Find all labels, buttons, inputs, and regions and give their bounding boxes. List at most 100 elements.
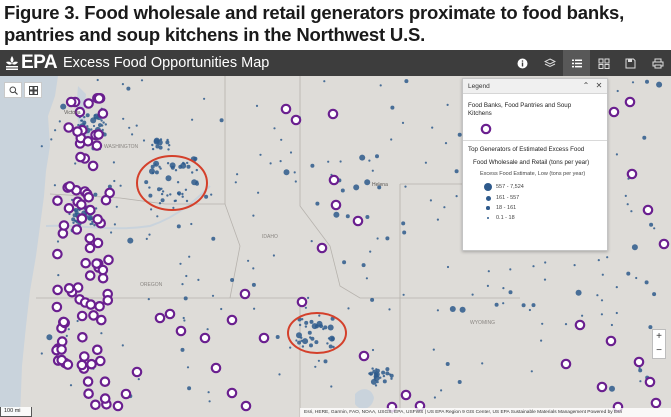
food-bank-point[interactable] [77,331,88,343]
generator-point[interactable] [310,336,315,341]
generator-point[interactable] [172,206,175,209]
generator-point[interactable] [615,311,618,315]
food-bank-point[interactable] [97,108,109,119]
generator-point[interactable] [369,250,372,253]
generator-point[interactable] [151,171,155,175]
generator-point[interactable] [170,165,175,170]
generator-point[interactable] [642,135,647,140]
generator-point[interactable] [184,188,188,191]
generator-point[interactable] [609,385,615,392]
generator-point[interactable] [251,282,256,287]
food-bank-point[interactable] [154,312,166,324]
food-bank-point[interactable] [93,129,104,140]
generator-point[interactable] [370,297,375,302]
generator-point[interactable] [119,184,122,187]
food-bank-point[interactable] [76,359,88,371]
generator-point[interactable] [304,325,308,328]
info-button[interactable] [509,50,536,76]
generator-point[interactable] [402,230,407,235]
map-view[interactable]: WASHINGTON OREGON IDAHO WYOMING Victoria… [0,76,671,417]
food-bank-point[interactable] [258,332,270,344]
generator-point[interactable] [131,133,134,136]
generator-point[interactable] [401,221,406,226]
food-bank-point[interactable] [92,237,104,249]
generator-point[interactable] [83,115,86,119]
generator-point[interactable] [60,103,67,110]
food-bank-point[interactable] [120,388,132,400]
generator-point[interactable] [53,184,57,187]
food-bank-point[interactable] [80,257,91,269]
generator-point[interactable] [309,336,312,339]
generator-point[interactable] [144,180,149,185]
generator-point[interactable] [432,348,435,351]
food-bank-point[interactable] [131,366,143,378]
generator-point[interactable] [310,240,313,243]
generator-point[interactable] [371,169,374,172]
generator-point[interactable] [148,186,151,189]
generator-point[interactable] [596,294,599,297]
epa-logo[interactable]: EPA [5,53,58,73]
food-bank-point[interactable] [95,355,106,367]
close-icon[interactable]: ✕ [595,81,603,90]
generator-point[interactable] [191,118,194,121]
generator-point[interactable] [211,294,215,297]
generator-point[interactable] [145,237,148,240]
generator-point[interactable] [158,145,163,150]
generator-point[interactable] [187,386,192,391]
generator-point[interactable] [279,160,282,163]
generator-point[interactable] [153,160,160,167]
generator-point[interactable] [502,287,505,290]
generator-point[interactable] [508,290,513,295]
generator-point[interactable] [80,119,84,122]
generator-point[interactable] [204,194,209,199]
generator-point[interactable] [57,274,60,277]
generator-point[interactable] [190,222,193,226]
generator-point[interactable] [153,138,160,145]
generator-point[interactable] [273,127,276,130]
food-bank-point[interactable] [97,264,109,276]
food-bank-point[interactable] [51,301,63,313]
generator-point[interactable] [102,121,105,124]
food-bank-point[interactable] [650,397,662,409]
food-bank-point[interactable] [226,387,238,399]
food-bank-point[interactable] [58,316,70,328]
generator-point[interactable] [186,164,191,169]
generator-point[interactable] [377,185,382,190]
generator-point[interactable] [333,211,340,218]
generator-point[interactable] [300,336,303,339]
generator-point[interactable] [157,187,161,192]
generator-point[interactable] [183,319,186,322]
generator-point[interactable] [160,192,164,196]
generator-point[interactable] [166,194,169,197]
food-bank-point[interactable] [79,351,90,362]
generator-point[interactable] [601,273,604,276]
generator-point[interactable] [309,319,314,324]
generator-point[interactable] [638,368,643,373]
generator-point[interactable] [127,237,134,244]
generator-point[interactable] [424,161,427,164]
generator-point[interactable] [301,318,304,321]
generator-point[interactable] [156,215,159,218]
generator-point[interactable] [92,124,96,128]
generator-point[interactable] [644,280,649,285]
food-bank-point[interactable] [56,344,67,355]
generator-point[interactable] [631,81,635,84]
generator-point[interactable] [379,376,382,379]
food-bank-point[interactable] [633,356,645,368]
generator-point[interactable] [46,334,53,341]
generator-point[interactable] [69,384,73,387]
generator-point[interactable] [302,338,309,345]
generator-point[interactable] [289,151,293,154]
generator-point[interactable] [195,168,198,172]
generator-point[interactable] [307,330,312,335]
generator-point[interactable] [185,199,189,203]
food-bank-point[interactable] [574,319,586,331]
food-bank-point[interactable] [290,114,302,126]
generator-point[interactable] [191,171,194,174]
print-button[interactable] [644,50,671,76]
food-bank-point[interactable] [199,332,211,344]
generator-point[interactable] [359,154,366,161]
generator-point[interactable] [436,309,439,312]
generator-point[interactable] [610,323,614,327]
food-bank-point[interactable] [85,299,97,310]
